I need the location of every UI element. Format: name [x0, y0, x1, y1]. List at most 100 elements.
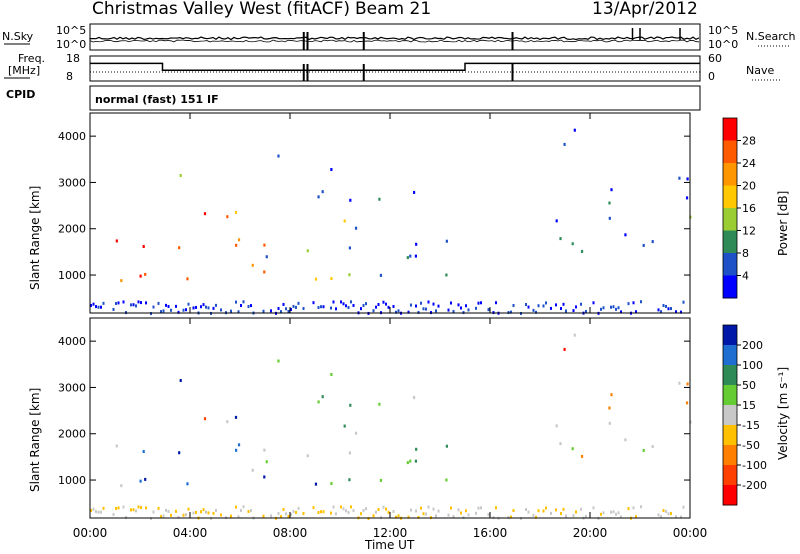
power-echo-cell — [130, 303, 132, 307]
velocity-echo-cell — [144, 477, 147, 481]
power-echo-cell — [237, 310, 240, 314]
y-tick-label: 4000 — [58, 130, 86, 143]
velocity-echo-cell — [545, 506, 547, 510]
velocity-echo-cell — [349, 403, 352, 407]
velocity-echo-cell — [235, 448, 238, 452]
velocity-echo-cell — [135, 509, 137, 513]
velocity-echo-cell — [555, 424, 558, 428]
power-echo-cell — [234, 210, 238, 214]
velocity-echo-cell — [392, 509, 395, 513]
power-echo-cell — [322, 305, 325, 309]
power-echo-cell — [667, 307, 670, 311]
power-echo-cell — [571, 242, 574, 246]
colorbar-tick-label: 200 — [742, 339, 763, 352]
velocity-echo-cell — [285, 512, 287, 516]
power-echo-cell — [235, 243, 238, 247]
velocity-echo-cell — [445, 478, 448, 482]
velocity-echo-cell — [342, 507, 345, 511]
velocity-echo-cell — [397, 514, 400, 518]
cpid-label: CPID — [6, 88, 36, 101]
power-echo-cell — [387, 305, 390, 309]
power-echo-cell — [379, 273, 383, 277]
velocity-echo-cell — [112, 512, 115, 516]
velocity-echo-cell — [160, 515, 162, 519]
power-echo-cell — [132, 303, 135, 307]
velocity-echo-cell — [192, 511, 195, 515]
velocity-colorbar: 200 100 50 15 -15 -50 -100 -200 — [722, 324, 767, 506]
power-echo-cell — [660, 310, 662, 314]
velocity-echo-cell — [230, 514, 232, 518]
power-echo-cell — [347, 306, 350, 310]
noise-top-right: 10^5 — [708, 24, 739, 37]
velocity-echo-cell — [537, 509, 540, 513]
velocity-echo-cell — [237, 515, 240, 519]
velocity-echo-cell — [215, 508, 217, 512]
velocity-echo-cell — [352, 508, 355, 512]
y-tick-label: 4000 — [58, 335, 86, 348]
power-echo-cell — [175, 304, 177, 308]
power-echo-cell — [335, 307, 337, 311]
power-echo-cell — [115, 301, 117, 305]
velocity-echo-cell — [585, 514, 587, 518]
velocity-echo-cell — [277, 511, 280, 515]
velocity-echo-cell — [640, 505, 642, 509]
power-echo-cell — [360, 307, 362, 311]
freq-label: Freq. — [18, 52, 46, 65]
power-echo-cell — [215, 303, 217, 307]
velocity-echo-cell — [332, 505, 335, 509]
noise-search-line — [89, 39, 700, 43]
velocity-echo-cell — [686, 382, 689, 386]
velocity-echo-cell — [379, 478, 383, 482]
power-echo-cell — [115, 239, 118, 243]
velocity-echo-cell — [612, 510, 615, 514]
velocity-echo-cell — [354, 431, 358, 435]
velocity-echo-cell — [240, 509, 242, 513]
power-echo-cell — [340, 300, 342, 304]
velocity-echo-cell — [412, 395, 416, 399]
nsearch-label: N.Search — [746, 30, 796, 43]
y-tick-label: 2000 — [58, 223, 86, 236]
power-echo-cell — [686, 177, 689, 181]
velocity-echo-cell — [314, 482, 318, 486]
velocity-echo-cell — [242, 505, 245, 509]
cpid-text: normal (fast) 151 IF — [95, 93, 219, 106]
power-echo-cell — [142, 245, 145, 249]
velocity-echo-cell — [457, 508, 460, 512]
power-echo-cell — [608, 216, 611, 220]
power-echo-cell — [230, 309, 232, 313]
power-echo-cell — [302, 307, 305, 311]
power-echo-cell — [527, 305, 530, 309]
colorbar-segment — [723, 365, 737, 386]
velocity-echo-cell — [432, 507, 435, 511]
colorbar-segment — [723, 405, 737, 426]
velocity-echo-cell — [203, 417, 207, 421]
colorbar-segment — [723, 445, 737, 466]
power-echo-cell — [348, 246, 351, 250]
power-echo-cell — [122, 300, 125, 304]
velocity-echo-cell — [542, 509, 545, 513]
power-echo-cell — [377, 303, 380, 307]
velocity-echo-cell — [202, 508, 205, 512]
power-echo-cell — [162, 309, 165, 313]
velocity-echo-cell — [572, 514, 575, 518]
power-panel — [89, 112, 691, 314]
power-echo-cell — [632, 301, 635, 305]
power-echo-cell — [680, 310, 682, 314]
power-echo-cell — [562, 302, 565, 306]
velocity-echo-cell — [465, 509, 467, 513]
velocity-echo-cell — [378, 402, 381, 406]
power-echo-cell — [321, 190, 324, 194]
freq-top-tick: 18 — [66, 52, 80, 65]
y-tick-label: 3000 — [58, 176, 86, 189]
power-echo-cell — [670, 307, 672, 311]
power-echo-cell — [200, 305, 202, 309]
colorbar-tick-label: 50 — [742, 379, 756, 392]
x-tick-label: 20:00 — [573, 526, 608, 540]
velocity-echo-cell — [322, 510, 325, 514]
velocity-echo-cell — [532, 513, 535, 517]
power-echo-cell — [247, 305, 250, 309]
velocity-echo-cell — [580, 507, 582, 511]
velocity-echo-cell — [170, 513, 172, 517]
power-echo-cell — [295, 305, 297, 309]
velocity-echo-cell — [317, 511, 320, 515]
